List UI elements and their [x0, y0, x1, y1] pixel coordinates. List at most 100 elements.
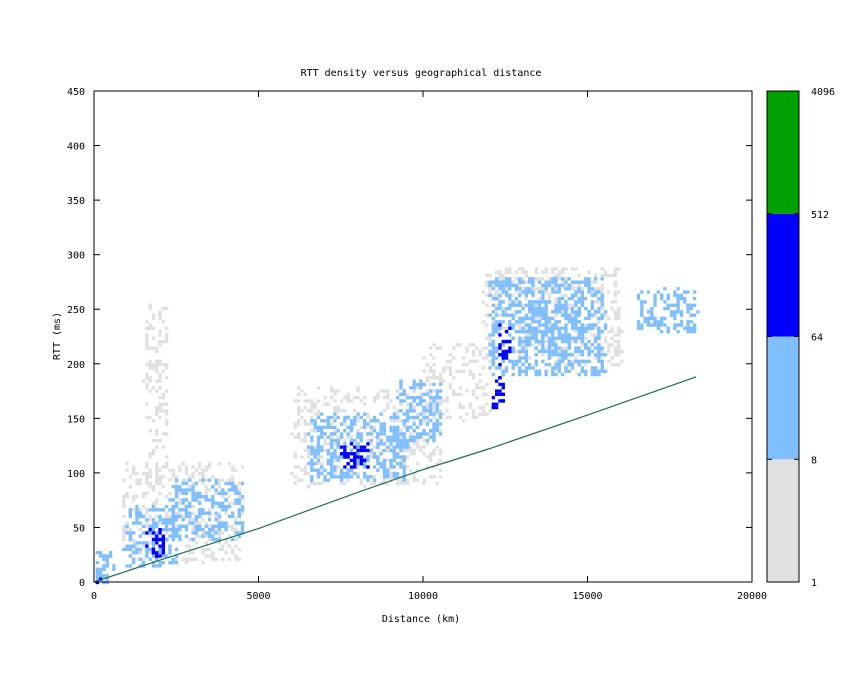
heatmap-cell	[320, 462, 324, 466]
heatmap-cell	[541, 306, 545, 311]
heatmap-cell	[465, 412, 469, 416]
heatmap-cell	[435, 376, 439, 380]
heatmap-cell	[594, 369, 598, 373]
heatmap-cell	[363, 396, 367, 400]
heatmap-cell	[316, 386, 321, 390]
heatmap-cell	[366, 475, 370, 479]
heatmap-cell	[590, 290, 594, 294]
heatmap-cell	[495, 313, 499, 317]
heatmap-cell	[521, 363, 525, 367]
heatmap-cell	[161, 475, 165, 479]
heatmap-cell	[435, 402, 439, 406]
heatmap-cell	[95, 561, 99, 565]
heatmap-cell	[584, 316, 588, 321]
heatmap-cell	[95, 574, 99, 578]
heatmap-cell	[438, 399, 443, 403]
heatmap-cell	[399, 435, 403, 439]
heatmap-cell	[564, 356, 568, 360]
heatmap-cell	[577, 320, 581, 324]
heatmap-cell	[158, 514, 162, 519]
heatmap-cell	[204, 524, 208, 528]
heatmap-cell	[161, 485, 165, 489]
heatmap-cell	[405, 481, 410, 486]
heatmap-cell	[561, 372, 565, 377]
heatmap-cell	[158, 359, 162, 363]
heatmap-cell	[148, 485, 152, 489]
heatmap-cell	[528, 277, 532, 281]
heatmap-cell	[227, 481, 231, 486]
heatmap-cell	[181, 518, 185, 522]
heatmap-cell	[224, 481, 228, 486]
heatmap-cell	[501, 343, 505, 347]
heatmap-cell	[399, 379, 403, 383]
heatmap-cell	[544, 290, 548, 294]
heatmap-cell	[237, 531, 241, 535]
heatmap-cell	[547, 320, 552, 324]
heatmap-cell	[188, 478, 192, 482]
heatmap-cell	[471, 349, 476, 354]
heatmap-cell	[429, 402, 433, 406]
heatmap-cell	[521, 277, 525, 281]
heatmap-cell	[617, 343, 621, 347]
heatmap-cell	[468, 343, 472, 347]
x-tick-label: 5000	[246, 591, 270, 602]
heatmap-cell	[610, 356, 614, 360]
heatmap-cell	[564, 283, 568, 288]
heatmap-cell	[326, 452, 330, 456]
heatmap-cell	[597, 353, 601, 357]
heatmap-cell	[240, 524, 245, 528]
heatmap-cell	[409, 438, 413, 443]
heatmap-cell	[551, 369, 555, 373]
heatmap-cell	[422, 481, 426, 486]
heatmap-cell	[528, 363, 532, 367]
heatmap-cell	[237, 495, 241, 499]
heatmap-cell	[653, 300, 657, 304]
heatmap-cell	[594, 310, 598, 314]
heatmap-cell	[518, 330, 522, 334]
heatmap-cell	[158, 491, 162, 495]
heatmap-cell	[379, 389, 383, 393]
heatmap-cell	[204, 547, 208, 552]
heatmap-cell	[693, 313, 697, 317]
heatmap-cell	[541, 353, 545, 357]
heatmap-cell	[676, 297, 680, 301]
heatmap-cell	[151, 528, 156, 532]
heatmap-cell	[554, 277, 558, 281]
heatmap-cell	[148, 547, 152, 552]
heatmap-cell	[155, 468, 159, 472]
heatmap-cell	[590, 293, 594, 297]
heatmap-cell	[531, 330, 535, 334]
heatmap-cell	[224, 551, 228, 555]
heatmap-cell	[174, 547, 179, 552]
heatmap-cell	[495, 366, 499, 370]
heatmap-cell	[217, 547, 222, 552]
heatmap-cell	[316, 481, 321, 486]
heatmap-cell	[313, 422, 317, 426]
heatmap-cell	[603, 339, 608, 344]
heatmap-cell	[386, 396, 390, 400]
heatmap-cell	[537, 349, 542, 354]
heatmap-cell	[524, 339, 528, 344]
heatmap-cell	[551, 336, 555, 340]
heatmap-cell	[577, 313, 581, 317]
heatmap-cell	[145, 508, 149, 512]
heatmap-cell	[343, 422, 347, 426]
heatmap-cell	[138, 564, 142, 568]
heatmap-cell	[214, 528, 218, 532]
heatmap-cell	[435, 389, 439, 393]
heatmap-cell	[151, 316, 156, 321]
heatmap-cell	[495, 346, 499, 350]
heatmap-cell	[300, 455, 304, 459]
heatmap-cell	[313, 445, 317, 449]
heatmap-cell	[514, 290, 519, 294]
heatmap-cell	[145, 544, 149, 548]
chart-title: RTT density versus geographical distance	[301, 68, 542, 79]
heatmap-cell	[359, 448, 363, 453]
heatmap-cell	[316, 468, 321, 472]
heatmap-cell	[481, 356, 486, 360]
heatmap-cell	[300, 468, 304, 472]
heatmap-cell	[372, 396, 377, 400]
heatmap-cell	[521, 290, 525, 294]
heatmap-cell	[145, 320, 149, 324]
heatmap-cell	[132, 541, 136, 545]
